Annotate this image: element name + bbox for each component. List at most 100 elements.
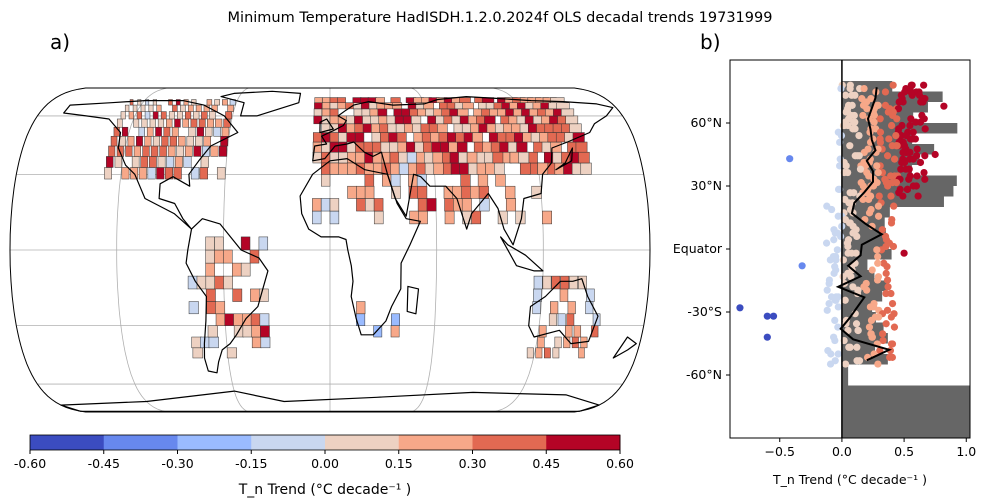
trend-point — [856, 165, 865, 173]
grid-cell — [373, 325, 383, 338]
grid-cell — [533, 275, 543, 290]
grid-cell — [505, 185, 516, 199]
grid-cell — [356, 301, 366, 315]
grid-cell — [329, 198, 340, 212]
trend-point — [826, 256, 834, 264]
coastline — [185, 218, 269, 374]
trend-point — [890, 323, 899, 331]
trend-point — [830, 236, 838, 244]
colorbar-bin — [103, 435, 178, 450]
map-coastlines — [60, 90, 637, 412]
trend-point — [887, 172, 895, 180]
trend-point — [903, 185, 912, 193]
histogram-bar — [841, 396, 970, 407]
coastline — [220, 90, 302, 117]
grid-cell — [222, 99, 228, 106]
trend-point — [909, 128, 917, 136]
trend-point — [883, 276, 892, 284]
grid-cell — [542, 210, 552, 225]
grid-cell — [518, 151, 530, 164]
histogram-bar — [841, 427, 970, 438]
colorbar-bin — [251, 435, 326, 450]
trend-point — [887, 340, 896, 348]
grid-cell — [391, 313, 400, 326]
trend-point — [763, 333, 771, 341]
histogram-bar — [841, 312, 876, 323]
grid-cell — [259, 313, 270, 326]
grid-cell — [223, 249, 233, 264]
histogram-bar — [841, 364, 849, 375]
histogram-bar — [841, 228, 886, 239]
trend-point — [906, 121, 914, 130]
grid-cell — [416, 174, 427, 187]
coastline — [60, 390, 600, 412]
panel-a-label: a) — [50, 30, 71, 54]
trend-point — [841, 91, 850, 99]
grid-cell — [195, 104, 202, 112]
x-tick-label: 1.0 — [956, 444, 976, 459]
histogram-bar — [841, 144, 935, 155]
trend-point — [916, 158, 925, 167]
coastline — [500, 236, 544, 272]
trend-point — [912, 118, 920, 126]
graticule-meridian — [116, 87, 168, 413]
grid-cell — [240, 262, 251, 277]
colorbar-tick-label: 0.45 — [532, 456, 560, 471]
colorbar-label: T_n Trend (°C decade⁻¹ ) — [238, 482, 412, 498]
colorbar-tick-label: -0.30 — [161, 456, 193, 471]
colorbar-bin — [546, 435, 621, 450]
grid-cell — [136, 111, 143, 120]
trend-point — [881, 88, 890, 96]
trend-point — [832, 296, 840, 304]
trend-point — [851, 152, 859, 160]
trend-point — [828, 205, 836, 214]
trend-point — [887, 289, 895, 298]
grid-cell — [258, 288, 269, 302]
trend-point — [842, 162, 850, 170]
trend-point — [912, 182, 921, 190]
histogram-bar — [841, 207, 890, 218]
trend-point — [914, 192, 922, 200]
trend-point — [876, 138, 884, 146]
trend-point — [887, 219, 896, 227]
trend-point — [920, 81, 928, 89]
trend-point — [892, 179, 901, 187]
trend-point — [870, 111, 879, 120]
grid-cell — [432, 151, 443, 164]
trend-point — [884, 182, 892, 190]
histogram-bar — [841, 91, 943, 102]
trend-point — [900, 249, 908, 257]
trend-point — [834, 303, 842, 311]
x-tick-label: 0.5 — [894, 444, 914, 459]
panel-b-label: b) — [700, 30, 721, 54]
coastline — [299, 158, 421, 336]
trend-point — [887, 313, 895, 321]
trend-point — [846, 84, 854, 93]
trend-point — [895, 98, 903, 106]
trend-point — [887, 192, 895, 200]
trend-point — [786, 155, 794, 163]
grid-cell — [149, 118, 156, 128]
grid-cell — [258, 236, 269, 251]
trend-point — [885, 135, 893, 143]
colorbar-tick-label: -0.45 — [88, 456, 120, 471]
grid-cell — [168, 99, 173, 106]
panel-b-axes: −0.5 0.0 0.5 1.0 60°N 30°N Equator -30°S -60°N T_… — [673, 115, 976, 487]
colorbar-bins — [29, 434, 621, 451]
trend-point — [920, 168, 928, 177]
grid-cell — [459, 97, 471, 103]
trend-point — [868, 333, 876, 341]
grid-cell — [121, 167, 130, 180]
trend-point — [867, 316, 876, 324]
trend-point — [911, 135, 919, 143]
trend-point — [874, 276, 882, 284]
trend-point — [874, 252, 882, 261]
trend-point — [900, 158, 909, 167]
trend-point — [844, 242, 852, 251]
trend-point — [863, 105, 871, 113]
trend-point — [876, 115, 884, 123]
x-axis-label: T_n Trend (°C decade⁻¹ ) — [772, 472, 927, 487]
trend-point — [849, 283, 857, 291]
trend-point — [889, 242, 898, 251]
coastline — [406, 285, 420, 315]
